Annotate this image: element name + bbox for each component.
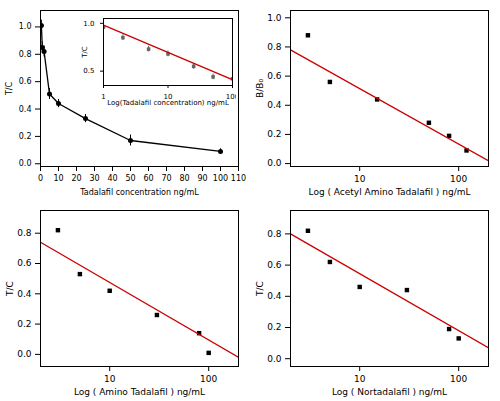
svg-text:T/C: T/C	[81, 46, 89, 59]
svg-text:Tadalafil concentration ng/mL: Tadalafil concentration ng/mL	[79, 188, 199, 197]
svg-text:10: 10	[354, 374, 366, 384]
svg-text:0.5: 0.5	[83, 67, 94, 75]
svg-text:0.0: 0.0	[267, 354, 282, 364]
svg-text:Log ( Acetyl Amino Tadalafil ): Log ( Acetyl Amino Tadalafil ) ng/mL	[309, 187, 471, 197]
svg-text:B/B₀: B/B₀	[255, 79, 265, 98]
svg-text:10: 10	[354, 174, 366, 184]
svg-text:T/C: T/C	[5, 281, 15, 297]
svg-text:110: 110	[231, 174, 246, 183]
svg-text:1.0: 1.0	[267, 13, 282, 23]
svg-text:0.0: 0.0	[17, 349, 32, 359]
svg-text:100: 100	[200, 374, 217, 384]
svg-text:0.4: 0.4	[267, 291, 282, 301]
svg-text:30: 30	[89, 174, 99, 183]
svg-text:10: 10	[163, 93, 173, 102]
svg-text:0.8: 0.8	[267, 229, 282, 239]
svg-text:50: 50	[125, 174, 135, 183]
svg-text:0.4: 0.4	[19, 105, 32, 114]
svg-text:Log ( Amino Tadalafil ) ng/mL: Log ( Amino Tadalafil ) ng/mL	[74, 387, 205, 397]
svg-text:0.2: 0.2	[267, 129, 281, 139]
svg-text:0.4: 0.4	[17, 289, 32, 299]
svg-text:0.8: 0.8	[267, 42, 282, 52]
svg-text:60: 60	[143, 174, 153, 183]
svg-text:0.0: 0.0	[267, 158, 282, 168]
svg-text:40: 40	[107, 174, 117, 183]
svg-text:100: 100	[213, 174, 228, 183]
svg-text:0.8: 0.8	[19, 50, 32, 59]
svg-text:Log(Tadalafil concentration) n: Log(Tadalafil concentration) ng/mL	[107, 99, 229, 107]
svg-text:100: 100	[450, 374, 467, 384]
svg-text:0.2: 0.2	[17, 319, 31, 329]
svg-text:1: 1	[101, 93, 105, 101]
svg-text:T/C: T/C	[255, 281, 265, 297]
svg-text:0: 0	[38, 174, 43, 183]
svg-text:0.8: 0.8	[17, 228, 32, 238]
svg-text:0.6: 0.6	[19, 77, 32, 86]
svg-text:0.6: 0.6	[267, 71, 282, 81]
svg-text:20: 20	[71, 174, 81, 183]
svg-text:0.0: 0.0	[19, 159, 32, 168]
svg-text:0.2: 0.2	[267, 322, 281, 332]
svg-text:100: 100	[450, 174, 467, 184]
svg-text:1.0: 1.0	[83, 20, 94, 28]
svg-text:0.4: 0.4	[267, 100, 282, 110]
svg-text:T/C: T/C	[5, 82, 14, 97]
svg-text:0.6: 0.6	[267, 260, 282, 270]
svg-text:Log ( Nortadalafil ) ng/mL: Log ( Nortadalafil ) ng/mL	[332, 387, 447, 397]
svg-text:80: 80	[179, 174, 189, 183]
svg-text:0.6: 0.6	[17, 258, 32, 268]
svg-text:1.0: 1.0	[19, 22, 32, 31]
svg-text:0.2: 0.2	[19, 132, 32, 141]
svg-text:90: 90	[197, 174, 207, 183]
svg-text:70: 70	[161, 174, 171, 183]
svg-text:10: 10	[53, 174, 63, 183]
svg-text:10: 10	[104, 374, 116, 384]
